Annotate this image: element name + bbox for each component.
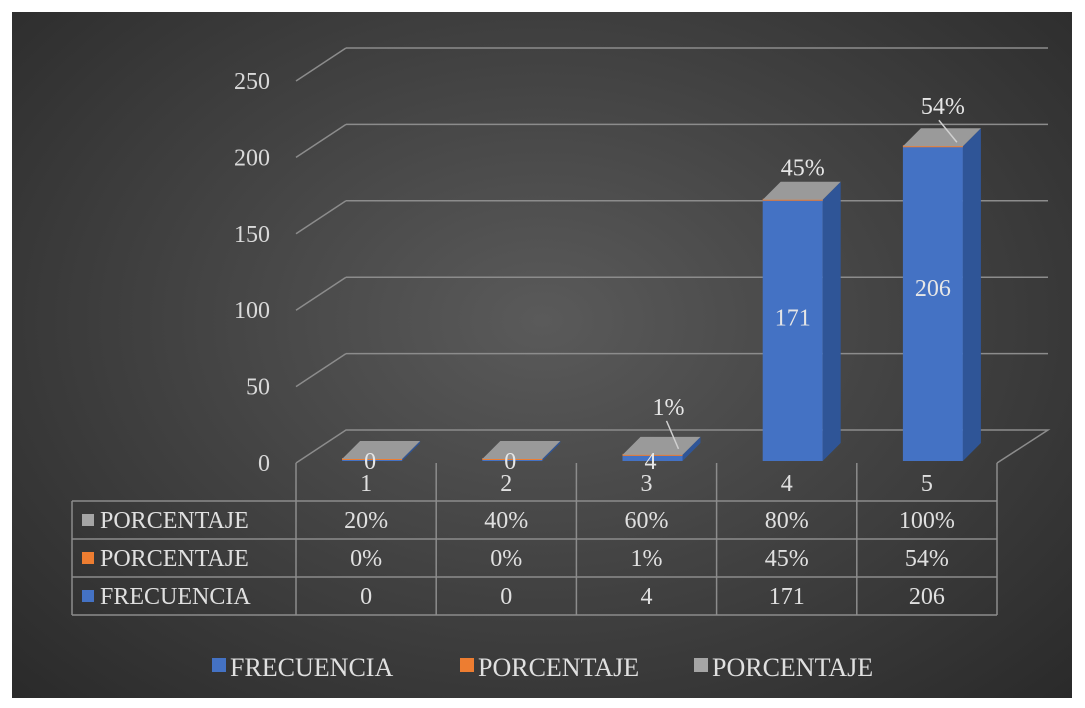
bar-top-4 bbox=[762, 181, 841, 200]
gridline-side-200 bbox=[295, 123, 347, 159]
legend-entry: FRECUENCIA bbox=[230, 653, 393, 682]
table-cell: 20% bbox=[344, 508, 388, 534]
table-row-label: FRECUENCIA bbox=[100, 584, 251, 610]
x-tick-label: 5 bbox=[921, 471, 933, 497]
table-cell: 40% bbox=[484, 508, 528, 534]
bar-top-3 bbox=[622, 436, 701, 455]
bar-top-5 bbox=[902, 128, 981, 147]
data-label-top: 54% bbox=[921, 94, 965, 120]
table-row-label: PORCENTAJE bbox=[100, 508, 249, 534]
table-cell: 4 bbox=[641, 584, 653, 610]
bar-side-3 bbox=[682, 436, 701, 461]
data-label-top: 1% bbox=[653, 395, 685, 421]
x-tick-label: 2 bbox=[500, 471, 512, 497]
table-cell: 1% bbox=[631, 546, 663, 572]
table-cell: 0 bbox=[360, 584, 372, 610]
data-label-frecuencia: 0 bbox=[504, 449, 516, 475]
data-label-frecuencia: 206 bbox=[915, 276, 951, 302]
bar-top-2 bbox=[482, 441, 561, 459]
data-label-frecuencia: 4 bbox=[645, 449, 657, 475]
data-label-frecuencia: 171 bbox=[775, 305, 811, 331]
table-cell: 54% bbox=[905, 546, 949, 572]
y-tick-label: 250 bbox=[234, 69, 270, 95]
bar-side-4 bbox=[822, 181, 841, 461]
table-cell: 80% bbox=[765, 508, 809, 534]
x-tick-label: 3 bbox=[641, 471, 653, 497]
table-cell: 206 bbox=[909, 584, 945, 610]
y-tick-label: 0 bbox=[258, 451, 270, 477]
legend-swatch bbox=[694, 658, 708, 672]
y-tick-label: 50 bbox=[246, 375, 270, 401]
legend-swatch bbox=[212, 658, 226, 672]
leader-line-3 bbox=[665, 420, 680, 450]
table-legend-key bbox=[82, 552, 94, 564]
x-tick-label: 1 bbox=[360, 471, 372, 497]
table-cell: 0 bbox=[500, 584, 512, 610]
bar-top-1 bbox=[342, 441, 421, 459]
gridline-side-100 bbox=[295, 276, 347, 311]
table-cell: 0% bbox=[350, 546, 382, 572]
y-tick-label: 200 bbox=[234, 145, 270, 171]
bar-side-1 bbox=[402, 441, 421, 461]
bar-side-5 bbox=[962, 128, 981, 461]
y-tick-label: 150 bbox=[234, 222, 270, 248]
table-cell: 0% bbox=[490, 546, 522, 572]
data-label-frecuencia: 0 bbox=[364, 449, 376, 475]
table-cell: 100% bbox=[899, 508, 955, 534]
x-tick-label: 4 bbox=[781, 471, 793, 497]
legend-entry: PORCENTAJE bbox=[478, 653, 639, 682]
bar-frecuencia-4 bbox=[762, 199, 823, 461]
y-tick-label: 100 bbox=[234, 298, 270, 324]
table-cell: 60% bbox=[625, 508, 669, 534]
chart-floor bbox=[295, 429, 1051, 464]
table-legend-key bbox=[82, 590, 94, 602]
table-row-label: PORCENTAJE bbox=[100, 546, 249, 572]
legend-entry: PORCENTAJE bbox=[712, 653, 873, 682]
leader-line-5 bbox=[938, 119, 958, 143]
bar-frecuencia-3 bbox=[622, 454, 683, 461]
bar-side-2 bbox=[542, 441, 561, 461]
gridline-side-150 bbox=[295, 200, 347, 235]
gridline-side-50 bbox=[295, 352, 347, 388]
table-legend-key bbox=[82, 514, 94, 526]
bar-frecuencia-5 bbox=[902, 146, 963, 461]
data-label-top: 45% bbox=[781, 156, 825, 182]
legend-swatch bbox=[460, 658, 474, 672]
table-cell: 45% bbox=[765, 546, 809, 572]
gridline-side-250 bbox=[295, 47, 347, 82]
table-cell: 171 bbox=[769, 584, 805, 610]
chart-frame: 0 50 100 150 200 250 0 0 4 1% 171 45% 206 54% 1 2 3 4 5 POR… bbox=[12, 12, 1072, 698]
